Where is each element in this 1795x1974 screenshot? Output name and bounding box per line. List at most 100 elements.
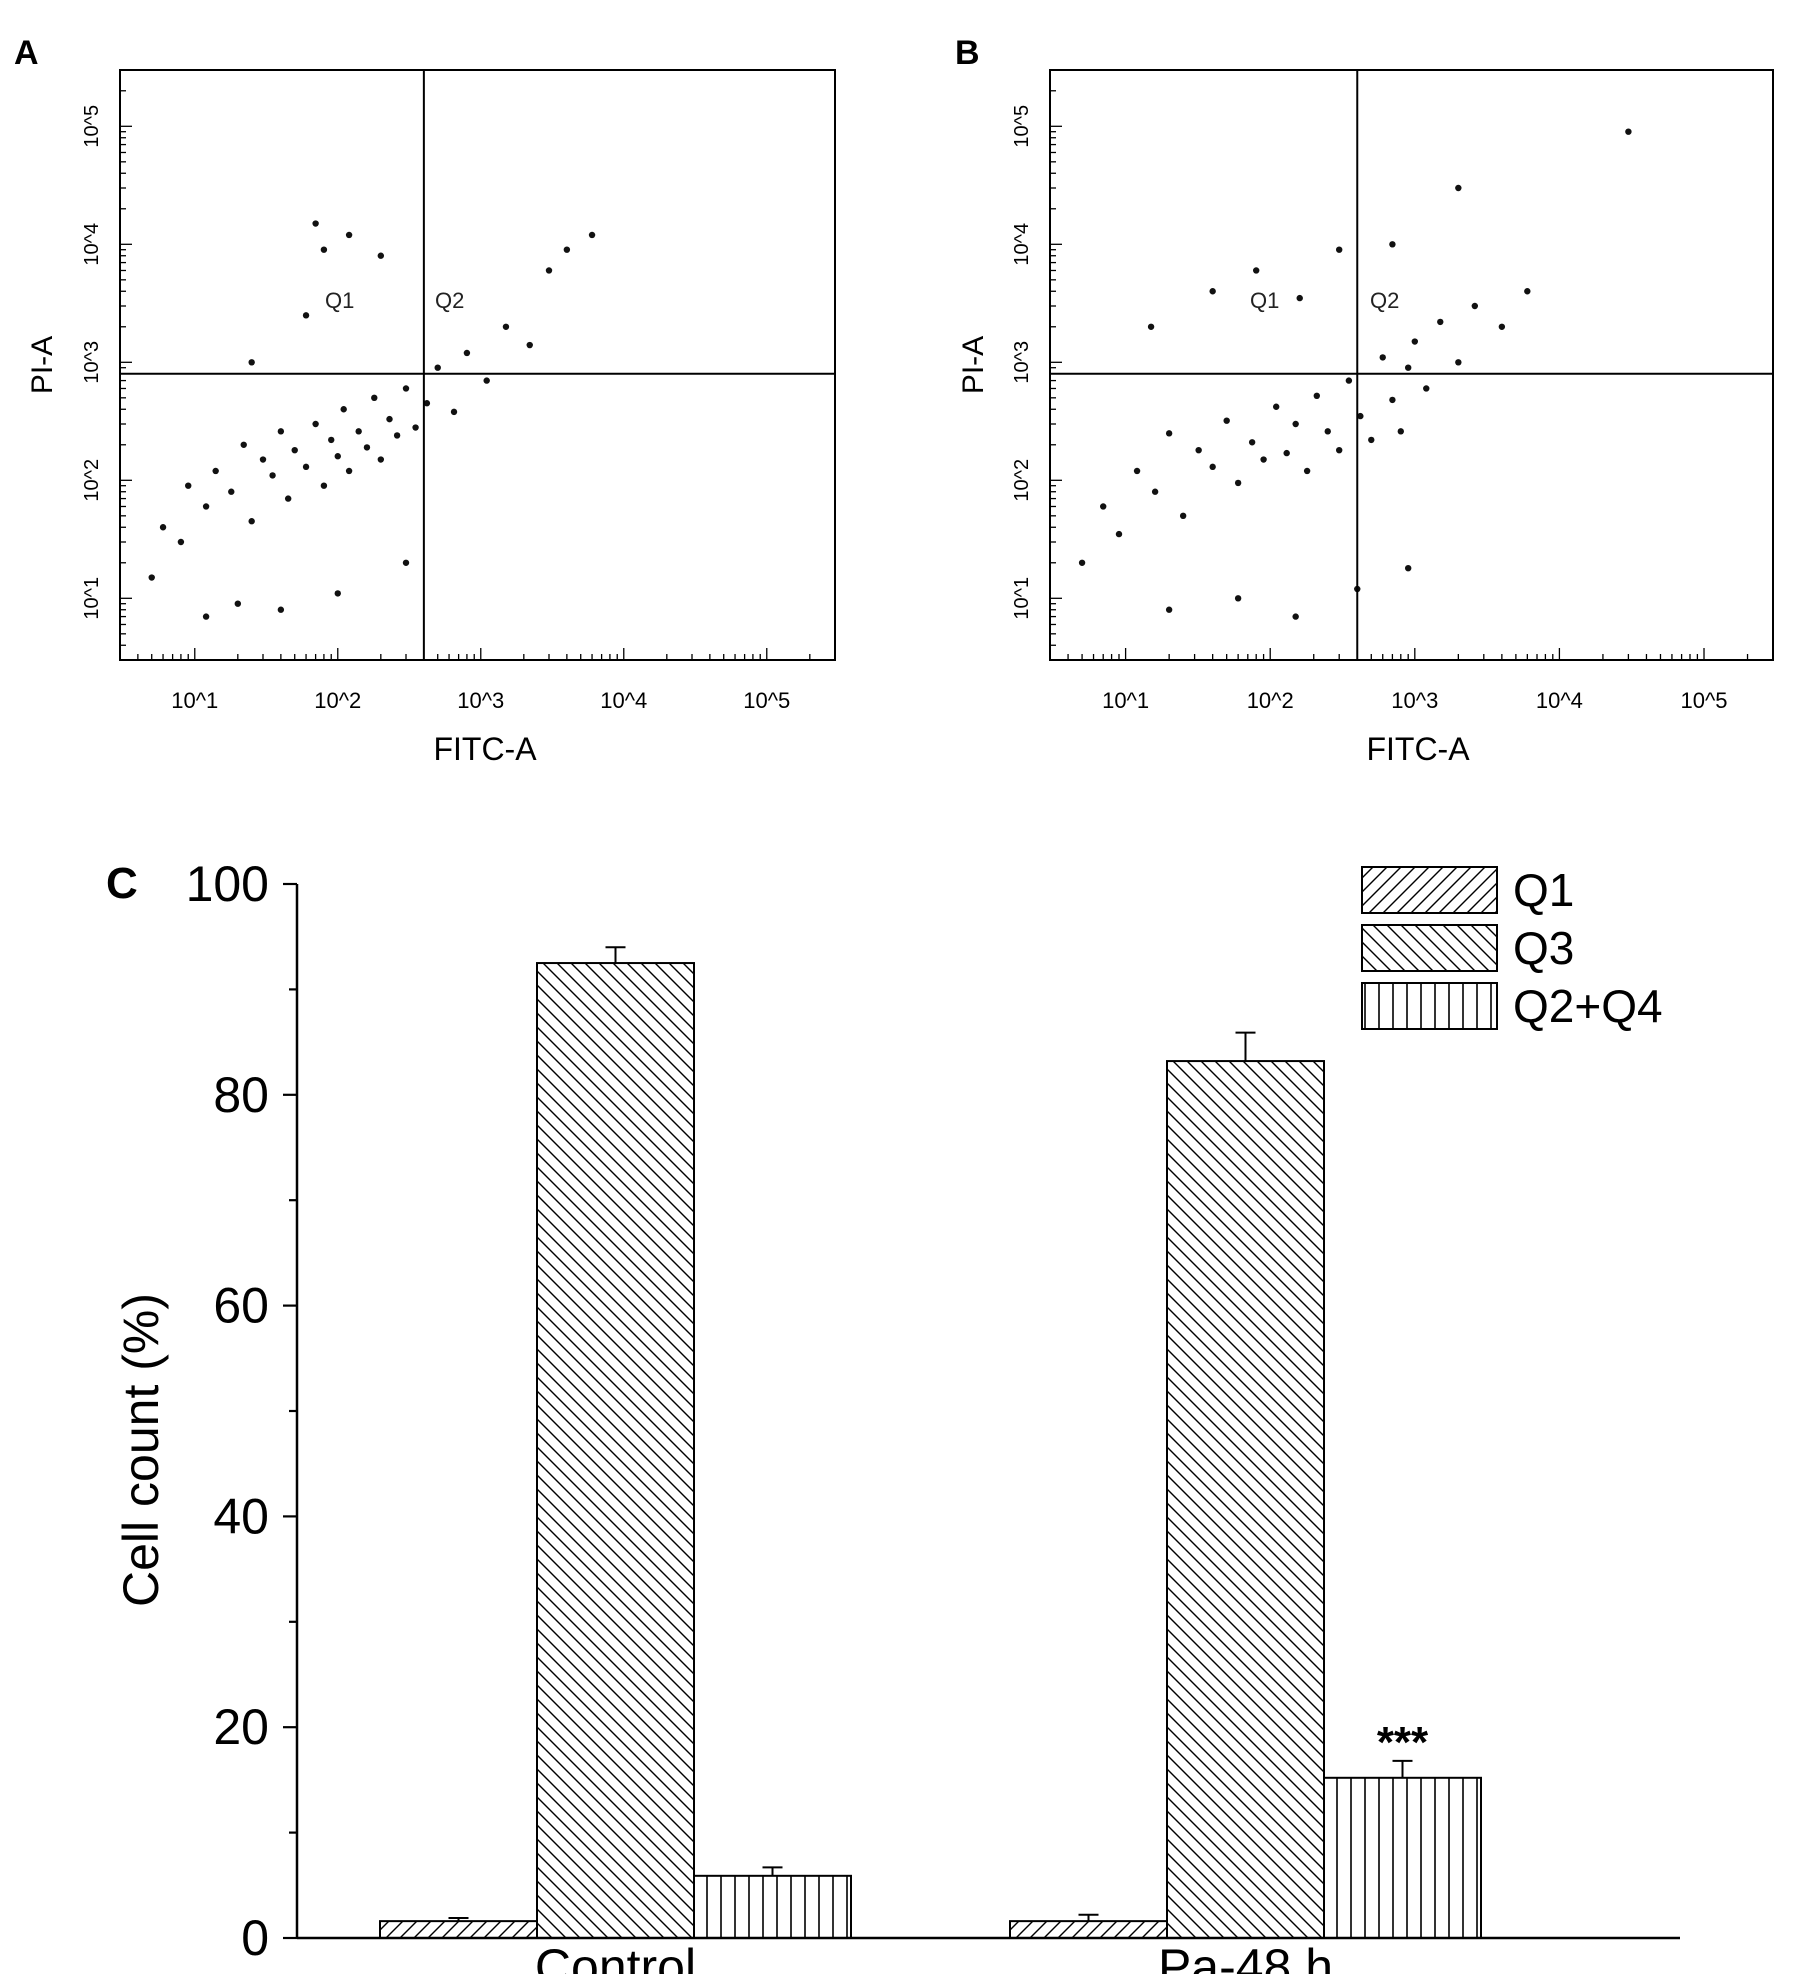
scatter-point xyxy=(1248,439,1256,446)
panel-letter-c: C xyxy=(106,859,138,908)
scatter-point xyxy=(1147,323,1155,330)
scatter-point xyxy=(450,408,458,416)
scatter-point xyxy=(277,428,285,435)
scatter-point xyxy=(1209,288,1216,295)
scatter-point xyxy=(148,574,155,581)
y-tick-label: 10^2 xyxy=(81,459,103,502)
scatter-point xyxy=(328,436,335,444)
panel-letter-b: B xyxy=(955,34,980,72)
scatter-point xyxy=(1437,318,1444,326)
plot-frame-a xyxy=(119,69,836,661)
quadrant-label-q2-b: Q2 xyxy=(1370,288,1399,313)
quadrant-label-q1-a: Q1 xyxy=(325,288,354,313)
x-tick-label: 10^3 xyxy=(457,688,504,713)
scatter-point xyxy=(185,482,192,489)
scatter-point xyxy=(1195,446,1202,454)
scatter-point xyxy=(1209,463,1216,471)
x-tick-label: 10^5 xyxy=(743,688,790,713)
error-bars xyxy=(448,946,1413,1922)
scatter-point xyxy=(1336,246,1343,253)
flow-plot-a: A Q1 Q2 FITC-A PI-A 10^1 10^2 10^3 10^4 10^5… xyxy=(14,34,836,767)
scatter-point xyxy=(1498,323,1506,330)
x-tick-label: 10^5 xyxy=(1680,688,1727,713)
y-axis-title: Cell count (%) xyxy=(113,1293,169,1607)
scatter-point xyxy=(1455,184,1462,192)
bar-q1 xyxy=(1009,1920,1168,1939)
scatter-point xyxy=(345,467,353,475)
scatter-point xyxy=(1234,479,1242,487)
y-tick-label: 100 xyxy=(186,856,269,912)
bar-q3 xyxy=(536,962,695,1939)
scatter-point xyxy=(1151,488,1159,495)
scatter-point xyxy=(1471,302,1479,310)
legend-label: Q2+Q4 xyxy=(1513,980,1663,1032)
legend-label: Q1 xyxy=(1513,864,1574,916)
scatter-point xyxy=(302,312,310,319)
scatter-point xyxy=(1324,428,1331,435)
scatter-point xyxy=(434,364,441,371)
x-category-label: Control xyxy=(535,1939,696,1974)
scatter-point xyxy=(345,231,353,239)
bar-q3 xyxy=(1166,1060,1325,1939)
x-category-label: Pa-48 h xyxy=(1158,1939,1333,1974)
scatter-point xyxy=(1133,467,1141,475)
scatter-point xyxy=(1272,403,1280,410)
x-axis-title-b: FITC-A xyxy=(1366,731,1470,767)
scatter-point xyxy=(1252,267,1260,274)
x-tick-labels-b: 10^1 10^2 10^3 10^4 10^5 xyxy=(1102,688,1727,713)
legend-swatch-q3 xyxy=(1361,924,1498,972)
scatter-point xyxy=(412,424,419,431)
scatter-point xyxy=(1345,377,1353,384)
legend-swatch-q1 xyxy=(1361,866,1498,914)
y-tick-label: 0 xyxy=(241,1910,269,1966)
legend-swatch-q2-q4 xyxy=(1361,982,1498,1030)
scatter-point xyxy=(393,432,401,439)
scatter-point xyxy=(1404,364,1412,371)
scatter-point xyxy=(1165,430,1173,437)
scatter-point xyxy=(302,463,310,471)
scatter-point xyxy=(402,559,410,566)
scatter-point xyxy=(1313,392,1321,400)
bar-q1 xyxy=(379,1920,538,1939)
significance-annotations: *** xyxy=(1377,1718,1429,1767)
scatter-point xyxy=(463,349,471,357)
y-tick-label: 10^3 xyxy=(1011,341,1033,384)
scatter-point xyxy=(320,482,328,489)
y-tick-label: 40 xyxy=(213,1488,269,1544)
scatter-point xyxy=(355,428,362,435)
scatter-point xyxy=(1234,595,1242,602)
scatter-point xyxy=(248,518,255,525)
scatter-point xyxy=(1411,338,1419,345)
scatter-point xyxy=(340,406,347,413)
scatter-point xyxy=(1165,606,1173,613)
bar-q2-q4 xyxy=(693,1874,852,1939)
y-tick-label: 10^5 xyxy=(1011,105,1033,148)
scatter-point xyxy=(483,377,490,384)
y-tick-label: 60 xyxy=(213,1278,269,1334)
scatter-point xyxy=(312,420,319,428)
scatter-point xyxy=(1292,613,1299,620)
scatter-point xyxy=(1404,564,1412,572)
scatter-point xyxy=(1296,294,1303,302)
scatter-point xyxy=(334,590,341,597)
scatter-point xyxy=(371,394,378,402)
plot-frame-b xyxy=(1049,69,1774,661)
scatter-point xyxy=(386,415,393,423)
scatter-point xyxy=(1389,396,1396,404)
scatter-point xyxy=(1423,385,1430,392)
panel-letter-a: A xyxy=(14,34,39,72)
scatter-point xyxy=(212,467,219,475)
scatter-point xyxy=(1357,412,1364,420)
y-tick-label: 10^1 xyxy=(1011,577,1033,620)
y-axis: 0 20 40 60 80 100 xyxy=(186,856,299,1966)
scatter-point xyxy=(291,446,298,454)
scatter-point xyxy=(1283,449,1290,457)
y-tick-label: 10^5 xyxy=(81,105,103,148)
scatter-point xyxy=(1179,512,1187,520)
scatter-point xyxy=(312,220,319,227)
scatter-point xyxy=(1455,359,1462,366)
scatter-point xyxy=(563,246,571,253)
scatter-point xyxy=(277,606,285,613)
scatter-point xyxy=(423,400,431,407)
scatter-point xyxy=(202,503,210,510)
